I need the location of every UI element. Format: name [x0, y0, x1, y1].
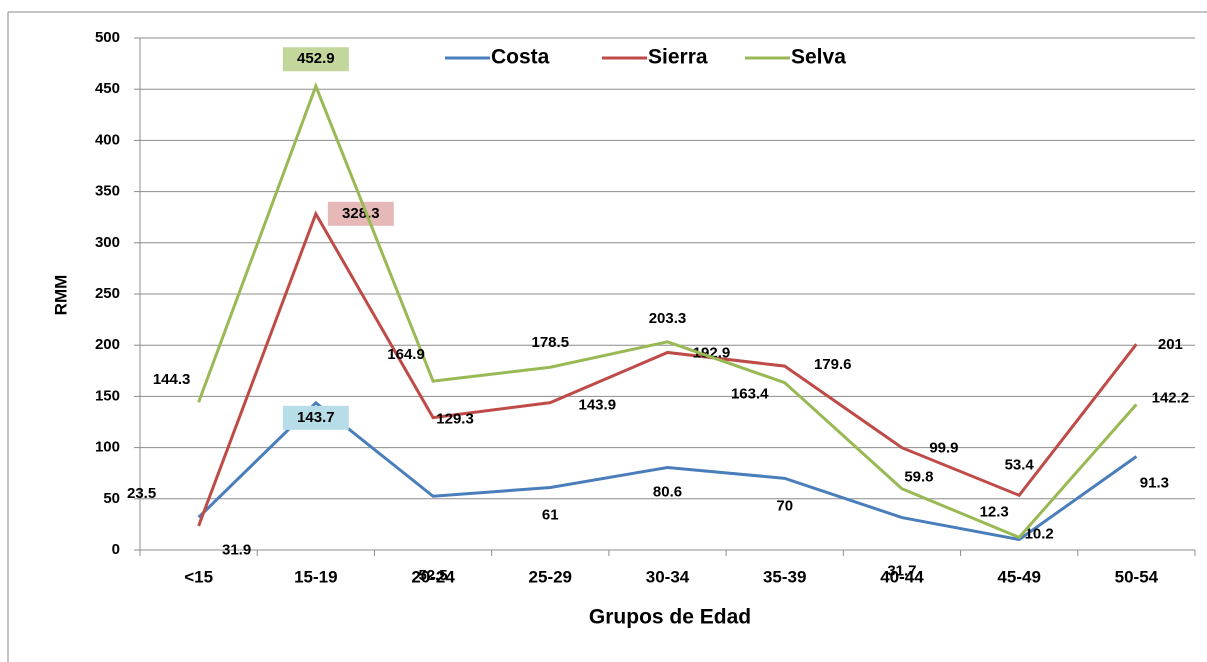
data-label: 201 [1158, 336, 1183, 353]
y-tick-label: 450 [95, 80, 120, 97]
data-label: 144.3 [153, 371, 191, 388]
y-tick-label: 350 [95, 183, 120, 200]
data-label: 142.2 [1152, 389, 1190, 406]
data-label: 61 [542, 507, 559, 524]
y-axis-title: RMM [51, 275, 70, 316]
data-label: 164.9 [387, 346, 425, 363]
series-line [197, 82, 1138, 540]
x-tick-label: 45-49 [997, 567, 1040, 586]
data-label: 52.5 [418, 567, 447, 584]
legend-label: Costa [491, 46, 550, 69]
y-tick-label: 150 [95, 387, 120, 404]
legend-label: Sierra [648, 46, 708, 69]
data-label: 143.7 [297, 409, 335, 426]
y-tick-label: 100 [95, 439, 120, 456]
x-tick-label: 50-54 [1115, 567, 1159, 586]
data-label: 178.5 [532, 334, 570, 351]
y-tick-label: 400 [95, 131, 120, 148]
data-label: 80.6 [653, 483, 682, 500]
x-tick-label: 15-19 [294, 567, 337, 586]
y-tick-label: 0 [112, 541, 120, 558]
data-label-box [282, 405, 349, 430]
x-tick-label: <15 [184, 567, 213, 586]
series-line [197, 400, 1138, 542]
y-tick-label: 300 [95, 234, 120, 251]
data-label-box [282, 47, 349, 72]
data-label: 143.9 [579, 397, 617, 414]
y-tick-label: 500 [95, 29, 120, 46]
x-tick-label: 20-24 [411, 567, 455, 586]
data-label: 23.5 [127, 485, 156, 502]
x-tick-label: 35-39 [763, 567, 806, 586]
x-tick-label: 25-29 [529, 567, 572, 586]
series-line [197, 210, 1138, 527]
data-label: 10.2 [1025, 526, 1054, 543]
data-label: 163.4 [731, 386, 769, 403]
data-label: 192.9 [693, 344, 731, 361]
data-label: 203.3 [649, 310, 687, 327]
x-tick-label: 40-44 [880, 567, 924, 586]
y-tick-label: 50 [103, 490, 120, 507]
data-label: 12.3 [980, 503, 1009, 520]
data-label: 31.9 [222, 541, 251, 558]
data-label: 452.9 [297, 50, 335, 67]
data-label: 91.3 [1140, 474, 1169, 491]
data-label: 59.8 [904, 469, 933, 486]
x-tick-label: 30-34 [646, 567, 690, 586]
y-tick-label: 200 [95, 336, 120, 353]
legend-label: Selva [791, 46, 846, 69]
y-tick-label: 250 [95, 285, 120, 302]
data-label: 70 [776, 497, 793, 514]
data-label: 99.9 [929, 440, 958, 457]
data-label: 328.3 [342, 205, 380, 222]
data-label: 53.4 [1005, 456, 1035, 473]
data-label: 179.6 [814, 356, 852, 373]
data-label: 31.7 [887, 563, 916, 580]
data-label-box [327, 201, 394, 226]
x-axis-title: Grupos de Edad [589, 606, 751, 629]
data-label: 129.3 [436, 411, 474, 428]
